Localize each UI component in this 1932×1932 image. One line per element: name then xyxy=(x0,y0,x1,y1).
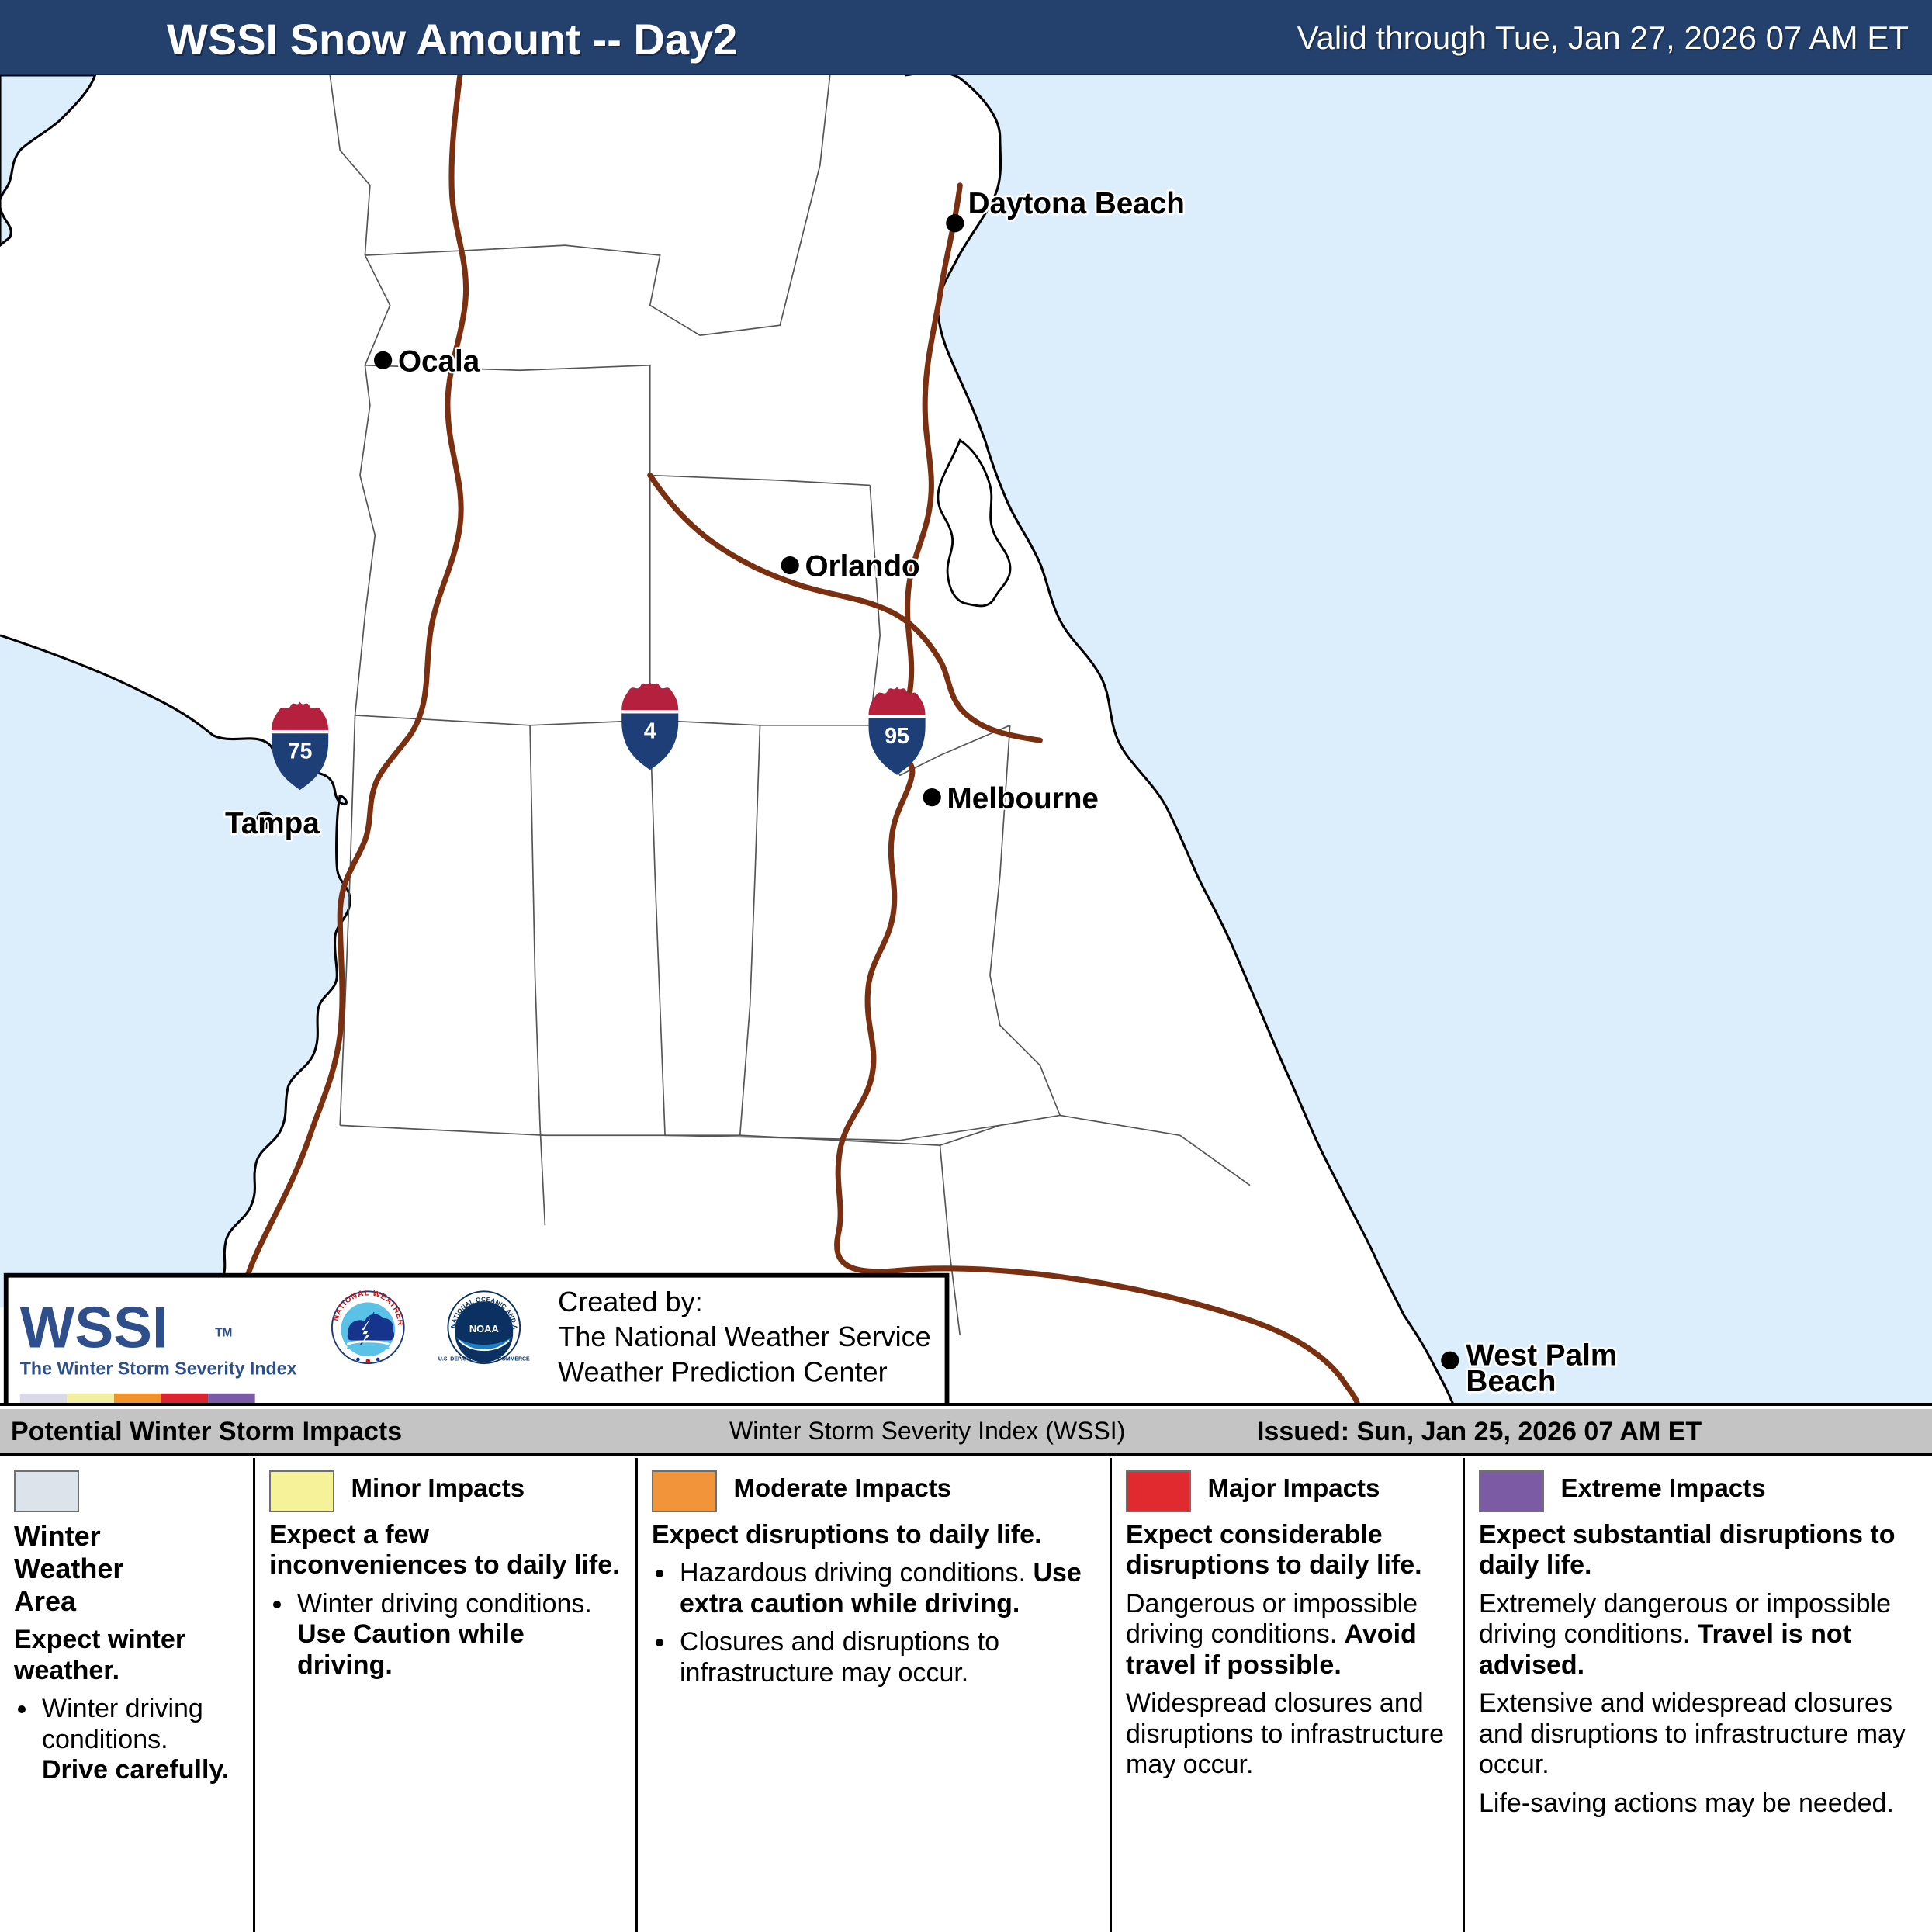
svg-text:75: 75 xyxy=(288,739,313,763)
svg-text:Beach: Beach xyxy=(1466,1365,1556,1398)
svg-text:The National Weather Service: The National Weather Service xyxy=(558,1321,931,1352)
svg-text:Melbourne: Melbourne xyxy=(947,782,1099,815)
svg-text:Ocala: Ocala xyxy=(398,345,480,379)
svg-text:Orlando: Orlando xyxy=(805,550,920,583)
svg-text:Daytona Beach: Daytona Beach xyxy=(968,187,1185,220)
svg-text:U.S. DEPARTMENT OF COMMERCE: U.S. DEPARTMENT OF COMMERCE xyxy=(438,1356,530,1362)
svg-text:4: 4 xyxy=(644,719,656,744)
svg-text:WSSI: WSSI xyxy=(20,1295,168,1360)
svg-text:95: 95 xyxy=(885,724,909,749)
svg-text:Tampa: Tampa xyxy=(225,807,320,840)
svg-text:Created by:: Created by: xyxy=(558,1286,703,1317)
svg-text:The Winter Storm Severity Inde: The Winter Storm Severity Index xyxy=(20,1358,297,1378)
svg-text:Weather Prediction Center: Weather Prediction Center xyxy=(558,1356,887,1387)
svg-text:TM: TM xyxy=(215,1326,232,1339)
svg-text:NOAA: NOAA xyxy=(469,1323,499,1335)
